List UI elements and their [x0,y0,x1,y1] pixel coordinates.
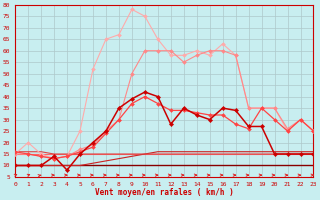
X-axis label: Vent moyen/en rafales ( km/h ): Vent moyen/en rafales ( km/h ) [95,188,234,197]
